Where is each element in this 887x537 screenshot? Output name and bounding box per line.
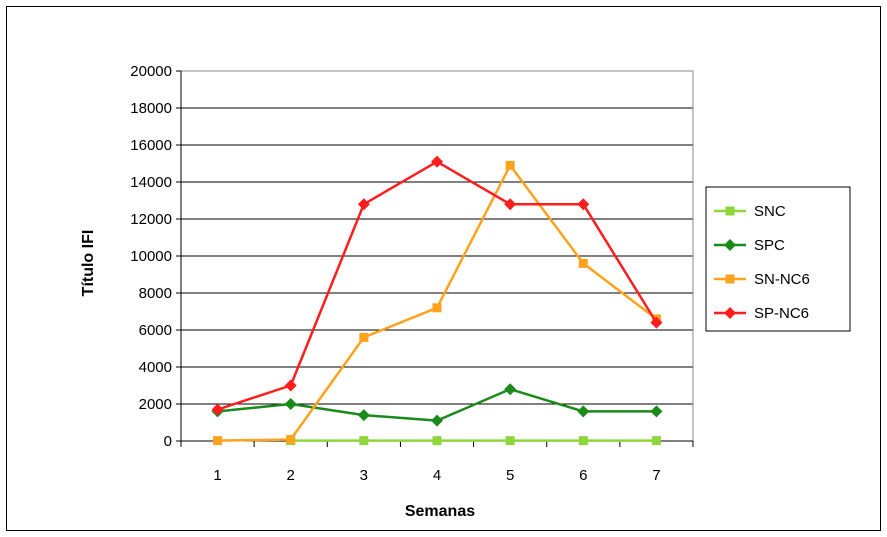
data-point-snc bbox=[505, 436, 515, 446]
data-point-sp-nc6 bbox=[504, 198, 517, 211]
y-tick-label: 16000 bbox=[130, 137, 172, 154]
data-point-sn-nc6 bbox=[359, 332, 369, 342]
legend: SNC SPC SN-NC6 SP-NC6 bbox=[705, 186, 851, 332]
data-point-sn-nc6 bbox=[432, 303, 442, 313]
data-point-sp-nc6 bbox=[577, 198, 590, 211]
line-chart: 0 2000 4000 6000 8000 10000 12000 14000 16000 180… bbox=[80, 63, 851, 520]
y-tick-label: 14000 bbox=[130, 174, 172, 191]
data-point-snc bbox=[359, 436, 369, 446]
legend-label-sn-nc6: SN-NC6 bbox=[754, 271, 810, 288]
data-point-spc bbox=[504, 383, 517, 396]
data-point-sp-nc6 bbox=[284, 379, 297, 392]
legend-label-snc: SNC bbox=[754, 203, 786, 220]
series-line-sp-nc6 bbox=[217, 160, 658, 411]
x-tick-label: 3 bbox=[360, 467, 368, 484]
grid-lines bbox=[181, 70, 693, 405]
x-tick-label: 2 bbox=[287, 467, 295, 484]
data-point-sp-nc6 bbox=[650, 316, 663, 329]
y-tick-label: 10000 bbox=[130, 248, 172, 265]
data-point-spc bbox=[650, 405, 663, 418]
y-tick-label: 18000 bbox=[130, 100, 172, 117]
data-point-snc bbox=[432, 436, 442, 446]
data-point-snc bbox=[578, 436, 588, 446]
legend-marker-spc bbox=[724, 239, 736, 251]
data-point-snc bbox=[651, 436, 661, 446]
data-point-sp-nc6 bbox=[431, 155, 443, 168]
data-point-sp-nc6 bbox=[357, 198, 370, 211]
x-tick-label: 5 bbox=[506, 467, 514, 484]
legend-label-sp-nc6: SP-NC6 bbox=[754, 305, 809, 322]
y-tick-label: 12000 bbox=[130, 211, 172, 228]
legend-marker-sp-nc6 bbox=[724, 307, 736, 319]
y-tick-label: 2000 bbox=[139, 396, 172, 413]
axes: 0 2000 4000 6000 8000 10000 12000 14000 16000 180… bbox=[130, 63, 694, 484]
legend-label-spc: SPC bbox=[754, 237, 785, 254]
data-point-sn-nc6 bbox=[213, 436, 223, 446]
data-point-sp-nc6 bbox=[211, 403, 224, 416]
series-lines bbox=[211, 155, 663, 446]
legend-marker-sn-nc6 bbox=[725, 274, 735, 284]
x-tick-label: 7 bbox=[652, 467, 660, 484]
data-point-spc bbox=[577, 405, 590, 418]
chart-frame: 0 2000 4000 6000 8000 10000 12000 14000 16000 180… bbox=[6, 6, 881, 531]
y-tick-label: 8000 bbox=[139, 285, 172, 302]
y-tick-label: 20000 bbox=[130, 63, 172, 80]
x-tick-label: 4 bbox=[433, 467, 441, 484]
y-tick-label: 0 bbox=[164, 433, 172, 450]
series-line-sn-nc6 bbox=[217, 164, 658, 442]
series-sp-nc6 bbox=[211, 155, 663, 416]
legend-marker-snc bbox=[725, 206, 735, 216]
data-point-spc bbox=[284, 398, 297, 410]
data-point-sn-nc6 bbox=[286, 435, 296, 445]
data-point-sn-nc6 bbox=[505, 160, 515, 170]
data-point-spc bbox=[357, 409, 370, 422]
data-point-spc bbox=[431, 414, 443, 427]
data-point-sn-nc6 bbox=[578, 258, 588, 268]
series-sn-nc6 bbox=[213, 160, 661, 446]
x-axis-title: Semanas bbox=[405, 503, 475, 520]
y-axis-title: Título IFI bbox=[80, 230, 97, 297]
x-tick-label: 1 bbox=[213, 467, 221, 484]
x-tick-label: 6 bbox=[579, 467, 587, 484]
y-tick-label: 6000 bbox=[139, 322, 172, 339]
y-tick-label: 4000 bbox=[139, 359, 172, 376]
